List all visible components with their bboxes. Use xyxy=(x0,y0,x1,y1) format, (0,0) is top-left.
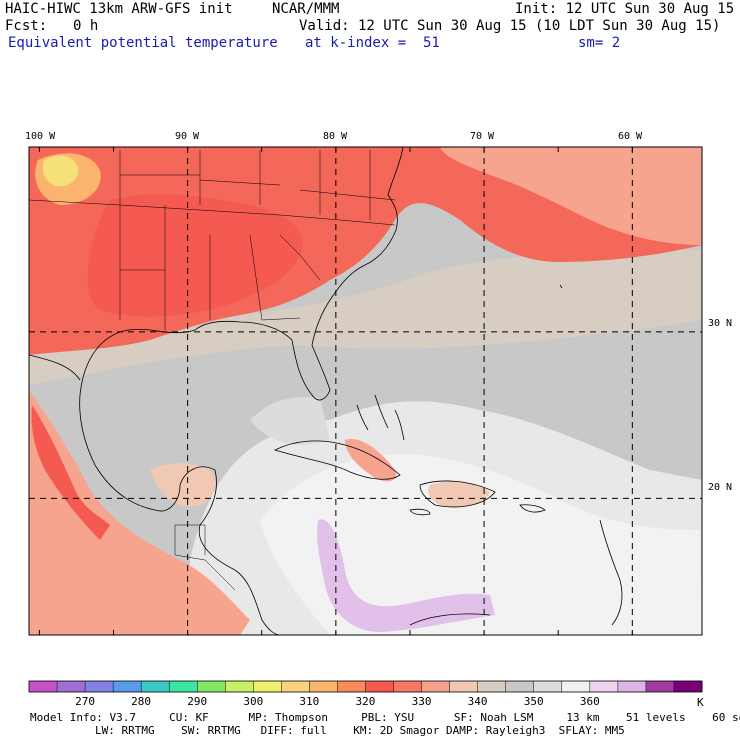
forecast-label: Fcst: xyxy=(5,18,48,34)
colorbar-level-label: 280 xyxy=(131,695,152,708)
forecast-hour: 0 h xyxy=(73,18,99,34)
init-time: Init: 12 UTC Sun 30 Aug 15 xyxy=(515,1,735,17)
lon-label-70w: 70 W xyxy=(470,131,495,142)
theta-e-shading-lavender xyxy=(317,519,495,632)
lon-label-90w: 90 W xyxy=(175,131,200,142)
colorbar-swatch xyxy=(85,681,114,692)
map-area xyxy=(29,147,702,635)
field-name: Equivalent potential temperature xyxy=(8,35,278,51)
theta-e-shading-cuba-warm xyxy=(345,439,397,482)
colorbar-level-label: 290 xyxy=(187,695,208,708)
colorbar-swatch xyxy=(197,681,226,692)
colorbar-swatch xyxy=(169,681,198,692)
colorbar-swatch xyxy=(29,681,58,692)
colorbar-level-label: 360 xyxy=(579,695,600,708)
theta-e-shading-mexico-red xyxy=(31,405,110,540)
lat-label-30n: 30 N xyxy=(708,318,733,329)
colorbar-swatch xyxy=(57,681,86,692)
colorbar-swatch xyxy=(141,681,170,692)
lat-label-20n: 20 N xyxy=(708,482,733,493)
valid-time: Valid: 12 UTC Sun 30 Aug 15 (10 LDT Sun … xyxy=(299,18,721,34)
colorbar-swatch xyxy=(477,681,507,692)
colorbar-swatch xyxy=(113,681,142,692)
colorbar-level-label: 310 xyxy=(299,695,320,708)
theta-e-shading-tan-band xyxy=(29,249,702,385)
lon-label-60w: 60 W xyxy=(618,131,643,142)
colorbar-level-label: 340 xyxy=(467,695,488,708)
colorbar-swatch xyxy=(337,681,366,692)
colorbar-swatch xyxy=(645,681,675,692)
theta-e-shading-southeast-red xyxy=(87,194,303,317)
level-info: at k-index = 51 xyxy=(305,35,440,51)
model-info-line-2: LW: RRTMG SW: RRTMG DIFF: full KM: 2D Sm… xyxy=(95,724,625,737)
model-title: HAIC-HIWC 13km ARW-GFS init xyxy=(5,1,233,17)
colorbar-swatch xyxy=(589,681,619,692)
theta-e-shading-caribbean-white xyxy=(260,454,702,635)
colorbar-swatch xyxy=(449,681,479,692)
lon-label-80w: 80 W xyxy=(323,131,348,142)
smoothing-info: sm= 2 xyxy=(578,35,621,51)
theta-e-shading-gulf-light xyxy=(250,397,330,445)
colorbar xyxy=(28,680,703,693)
theta-e-shading-hispaniola-warm xyxy=(428,481,490,507)
colorbar-swatch xyxy=(309,681,338,692)
lat-lon-grid xyxy=(29,147,702,635)
colorbar-swatch xyxy=(225,681,254,692)
colorbar-swatch xyxy=(561,681,591,692)
colorbar-swatch xyxy=(253,681,282,692)
theta-e-shading-atlantic-salmon xyxy=(440,147,702,245)
colorbar-level-label: 350 xyxy=(523,695,544,708)
colorbar-swatch xyxy=(365,681,395,692)
colorbar-swatch xyxy=(505,681,535,692)
colorbar-swatch xyxy=(281,681,310,692)
theta-e-shading-texas-yellow xyxy=(42,155,79,187)
colorbar-level-label: 270 xyxy=(75,695,95,708)
colorbar-swatch xyxy=(421,681,451,692)
colorbar-level-label: 320 xyxy=(355,695,376,708)
colorbar-swatch xyxy=(393,681,423,692)
lon-label-100w: 100 W xyxy=(25,131,56,142)
colorbar-level-label: 330 xyxy=(411,695,432,708)
map-frame xyxy=(28,146,703,636)
colorbar-swatch xyxy=(673,681,703,692)
theta-e-shading-yucatan-tan xyxy=(150,463,216,507)
colorbar-swatch xyxy=(617,681,647,692)
state-borders xyxy=(29,150,396,591)
model-info-line-1: Model Info: V3.7 CU: KF MP: Thompson PBL… xyxy=(30,711,740,724)
colorbar-unit: K xyxy=(697,696,704,709)
colorbar-swatch xyxy=(533,681,563,692)
theta-e-shading-mexico-salmon xyxy=(29,390,250,635)
organization: NCAR/MMM xyxy=(272,1,340,17)
colorbar-level-label: 300 xyxy=(243,695,264,708)
